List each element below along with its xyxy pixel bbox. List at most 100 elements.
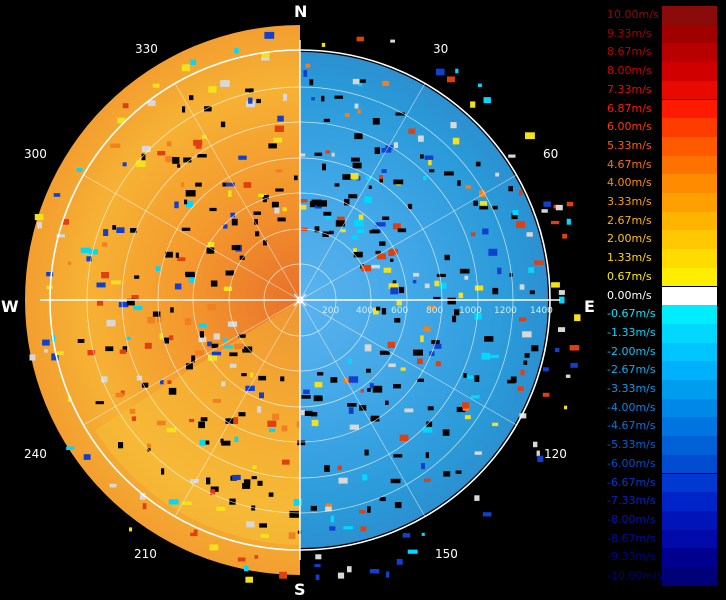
radar-gate (207, 354, 218, 361)
radar-gate (262, 196, 267, 203)
radar-gate (474, 451, 482, 455)
radar-gate (349, 424, 359, 430)
radar-gate (263, 240, 267, 246)
radar-gate (455, 68, 459, 74)
radar-gate (191, 355, 196, 363)
radar-gate (497, 267, 502, 275)
legend-label: -4.00m/s (607, 400, 656, 414)
radar-gate (198, 336, 207, 343)
radar-gate (260, 534, 269, 538)
radar-gate (168, 499, 179, 505)
legend-label: 6.00m/s (607, 120, 652, 134)
radar-gate (96, 282, 106, 288)
radar-gate (228, 190, 232, 197)
radar-gate (393, 454, 403, 458)
radar-gate (112, 225, 116, 230)
legend-label: 3.33m/s (607, 195, 652, 208)
radar-gate (364, 344, 372, 352)
radar-gate (118, 442, 124, 449)
radar-gate (470, 101, 476, 108)
radar-gate (188, 277, 195, 283)
radar-gate (102, 242, 108, 247)
radar-gate (280, 376, 285, 382)
radar-gate (554, 347, 560, 353)
radar-gate (144, 342, 152, 349)
radar-gate (420, 154, 424, 159)
radar-gate (67, 261, 72, 265)
legend-label: 5.33m/s (607, 138, 652, 152)
legend-label: 2.00m/s (607, 232, 652, 246)
radar-gate (207, 341, 212, 347)
radar-gate (390, 478, 401, 484)
radar-gate (374, 147, 380, 154)
radar-gate (160, 380, 164, 385)
radar-gate (474, 495, 480, 501)
radar-gate (209, 207, 217, 212)
radar-gate (133, 305, 143, 311)
radar-gate (315, 574, 320, 580)
radar-gate (255, 231, 260, 237)
radar-gate (131, 295, 139, 301)
radar-gate (518, 317, 527, 322)
radar-gate (142, 503, 147, 510)
radar-gate (537, 455, 544, 462)
radar-gate (367, 506, 371, 513)
radar-gate (243, 182, 252, 188)
radar-gate (329, 526, 336, 531)
radar-gate (243, 479, 251, 485)
radar-gate (283, 93, 288, 101)
radar-gate (268, 428, 276, 432)
legend-item: 10.00m/s (603, 6, 723, 25)
radar-gate (483, 97, 491, 104)
radar-gate (399, 434, 409, 441)
radar-gate (334, 95, 343, 99)
radar-gate (190, 59, 197, 65)
radar-gate (183, 157, 192, 163)
radar-gate (129, 527, 133, 532)
radar-gate (282, 207, 287, 212)
radar-gate (66, 446, 75, 450)
radar-gate (238, 334, 246, 338)
radar-gate (424, 155, 434, 160)
radar-gate (452, 315, 457, 323)
legend-item: 8.67m/s (603, 43, 723, 63)
radar-gate (375, 222, 386, 227)
radar-gate (464, 415, 471, 420)
radar-gate (407, 549, 418, 554)
radar-gate (222, 182, 229, 187)
compass-south: S (294, 580, 306, 599)
radar-gate (258, 375, 267, 381)
radar-gate (199, 439, 206, 446)
radar-gate (246, 521, 255, 528)
azimuth-lines (83, 83, 517, 517)
legend-item: -7.33m/s (603, 492, 723, 511)
legend-item: 1.33m/s (603, 249, 723, 268)
radar-gate (324, 465, 330, 472)
radar-gate (516, 221, 525, 229)
radar-gate (574, 314, 581, 322)
radar-gate (359, 405, 367, 411)
radar-gate (423, 175, 427, 181)
radar-gate (37, 221, 42, 229)
radar-gate (237, 557, 246, 562)
radar-gate (402, 533, 411, 538)
legend-item: 4.67m/s (603, 155, 723, 175)
radar-gate (517, 386, 524, 391)
radar-gate (264, 31, 275, 39)
radar-gate (361, 264, 372, 272)
radar-gate (399, 286, 405, 294)
legend-label: -6.67m/s (607, 475, 656, 489)
radar-gate (245, 576, 253, 583)
radar-gate (467, 375, 473, 380)
radar-gate (246, 100, 255, 108)
radar-gate (243, 565, 249, 572)
radar-gate (321, 95, 325, 102)
legend-swatch (662, 454, 717, 474)
radar-gate (34, 214, 44, 221)
legend-item: -8.00m/s (603, 510, 723, 530)
legend-label: -8.00m/s (607, 512, 656, 526)
radar-gate (195, 182, 202, 187)
radar-gate (482, 228, 489, 235)
radar-gate (119, 349, 127, 354)
radar-gate (184, 318, 192, 326)
